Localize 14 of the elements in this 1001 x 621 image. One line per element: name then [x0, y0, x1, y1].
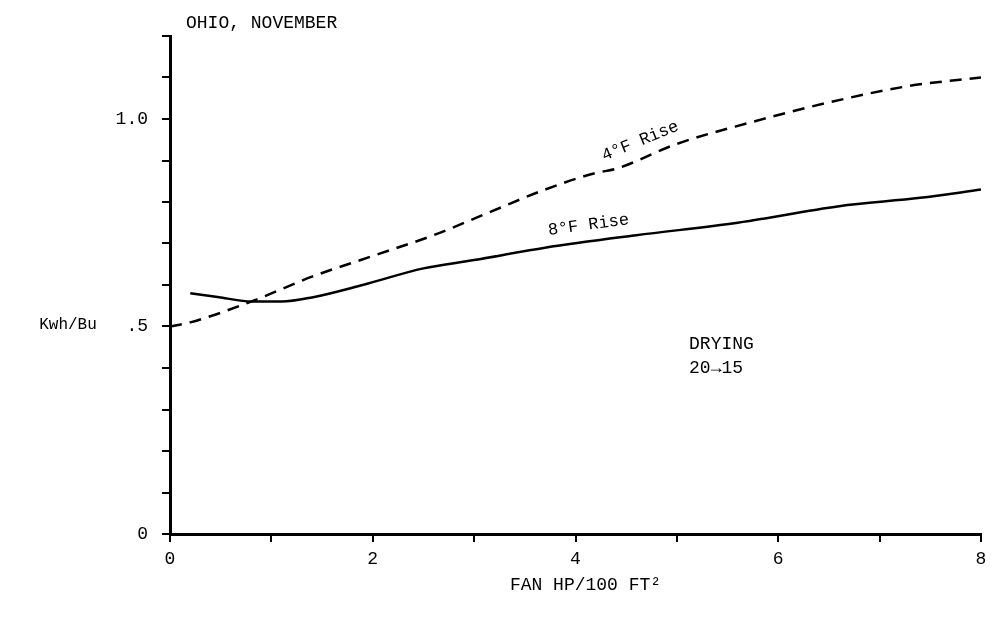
x-axis-title: FAN HP/100 FT²: [509, 574, 662, 595]
y-tick-label: 1.0: [115, 108, 148, 129]
y-tick-label: .5: [126, 316, 148, 337]
x-tick-label: 2: [367, 548, 379, 569]
chart-title: OHIO, NOVEMBER: [186, 12, 338, 33]
annotation: DRYING 20→15: [689, 333, 754, 378]
y-tick-label: 0: [137, 523, 148, 544]
x-tick-label: 8: [975, 548, 987, 569]
x-tick-label: 6: [772, 548, 784, 569]
y-axis-title: Kwh/Bu: [39, 316, 97, 335]
x-tick-label: 0: [164, 548, 176, 569]
text: 4°F Rise: [598, 116, 682, 166]
text: 8°F Rise: [546, 210, 631, 241]
x-tick-label: 4: [570, 548, 581, 569]
